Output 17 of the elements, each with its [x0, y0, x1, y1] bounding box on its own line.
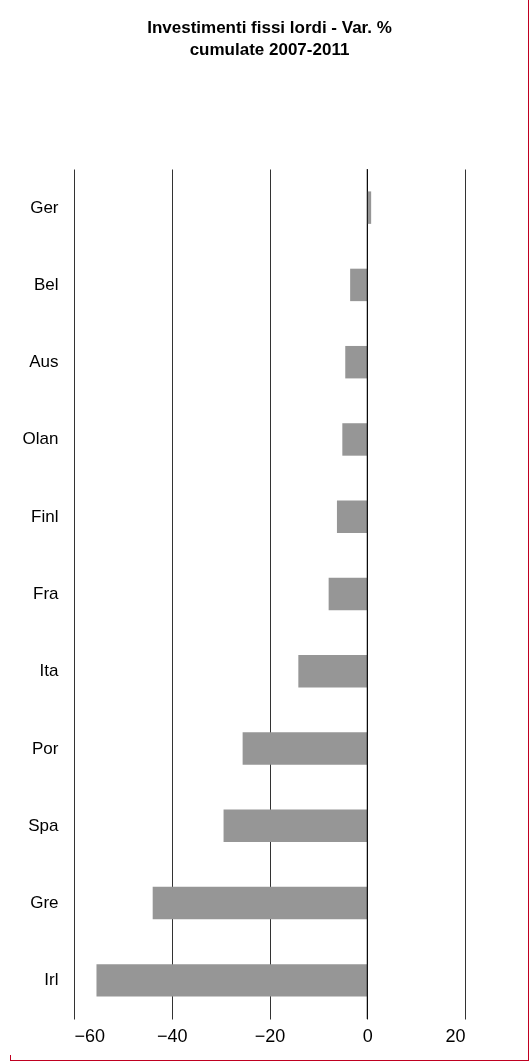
y-tick-label: Por: [32, 738, 59, 758]
x-tick-label: −60: [74, 1025, 106, 1046]
chart-title: Investimenti fissi lordi - Var. % cumulate 2007-2011: [147, 17, 392, 59]
y-tick-label: Aus: [29, 352, 59, 372]
y-tick-label: Irl: [44, 970, 59, 990]
y-tick-label: Fra: [33, 584, 60, 603]
y-tick-label: Gre: [30, 893, 59, 913]
x-tick-label: −40: [156, 1025, 188, 1046]
y-tick-label: Ita: [39, 661, 60, 681]
x-tick-label: −20: [254, 1025, 286, 1046]
x-tick-label: 0: [362, 1025, 373, 1046]
y-tick-label: Ger: [30, 197, 59, 217]
x-tick-label: 20: [445, 1025, 466, 1046]
y-tick-label: Finl: [31, 506, 59, 526]
y-tick-label: Spa: [28, 815, 60, 835]
y-tick-label: Bel: [33, 274, 59, 294]
y-tick-label: Olan: [22, 429, 59, 449]
